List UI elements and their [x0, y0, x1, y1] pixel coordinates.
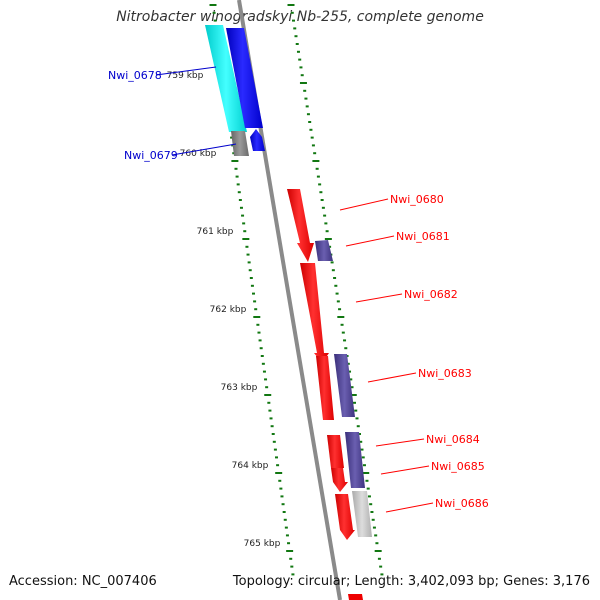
gene-label-nwi-0686[interactable]: Nwi_0686 — [435, 497, 489, 510]
leader-line — [339, 198, 389, 211]
gene-nwi-0685[interactable] — [331, 468, 348, 492]
leader-line — [385, 502, 434, 513]
leader-line — [155, 66, 217, 76]
gene-label-nwi-0678[interactable]: Nwi_0678 — [108, 69, 162, 82]
reverse-features — [205, 25, 265, 156]
leader-line — [355, 293, 403, 303]
gene-label-nwi-0684[interactable]: Nwi_0684 — [426, 433, 480, 446]
scale-label: 759 kbp — [167, 71, 204, 81]
gene-labels: Nwi_0678 Nwi_0679 Nwi_0680 Nwi_0681 Nwi_0682… — [108, 66, 489, 513]
scale-labels: 759 kbp 760 kbp 761 kbp 762 kbp 763 kbp 764 k… — [167, 71, 281, 549]
scale-label: 762 kbp — [210, 305, 247, 315]
leader-line — [367, 372, 417, 383]
light-gray-feature[interactable] — [352, 491, 372, 537]
gene-label-nwi-0681[interactable]: Nwi_0681 — [396, 230, 450, 243]
gene-nwi-0683[interactable] — [334, 354, 355, 417]
gene-label-nwi-0680[interactable]: Nwi_0680 — [390, 193, 444, 206]
gene-nwi-0679[interactable] — [250, 129, 265, 151]
genome-stats-text: Topology: circular; Length: 3,402,093 bp… — [232, 574, 590, 589]
leader-line — [345, 235, 395, 247]
gene-label-nwi-0685[interactable]: Nwi_0685 — [431, 460, 485, 473]
gene-label-nwi-0683[interactable]: Nwi_0683 — [418, 367, 472, 380]
purple-0684[interactable] — [345, 432, 365, 488]
gene-label-nwi-0682[interactable]: Nwi_0682 — [404, 288, 458, 301]
gene-nwi-0683-red[interactable] — [316, 356, 334, 420]
cyan-feature[interactable] — [205, 25, 247, 132]
gene-nwi-0680[interactable] — [287, 189, 314, 262]
scale-label: 764 kbp — [232, 461, 269, 471]
scale-label: 761 kbp — [197, 227, 234, 237]
forward-features — [287, 189, 372, 600]
leader-line — [375, 438, 425, 447]
gray-feature-0679[interactable] — [231, 131, 249, 156]
scale-label: 765 kbp — [244, 539, 281, 549]
leader-line — [171, 143, 237, 156]
map-title: Nitrobacter winogradskyi Nb-255, complet… — [116, 9, 484, 25]
gene-nwi-0682[interactable] — [300, 263, 329, 363]
leader-line — [380, 465, 430, 475]
scale-label: 760 kbp — [180, 149, 217, 159]
accession-text: Accession: NC_007406 — [9, 574, 157, 589]
gene-nwi-0678[interactable] — [226, 28, 263, 128]
red-feature-bottom[interactable] — [348, 594, 363, 600]
scale-label: 763 kbp — [221, 383, 258, 393]
gene-nwi-0681[interactable] — [315, 240, 333, 261]
gene-label-nwi-0679[interactable]: Nwi_0679 — [124, 149, 178, 162]
gene-nwi-0684[interactable] — [327, 435, 344, 468]
gene-nwi-0686[interactable] — [335, 494, 355, 540]
